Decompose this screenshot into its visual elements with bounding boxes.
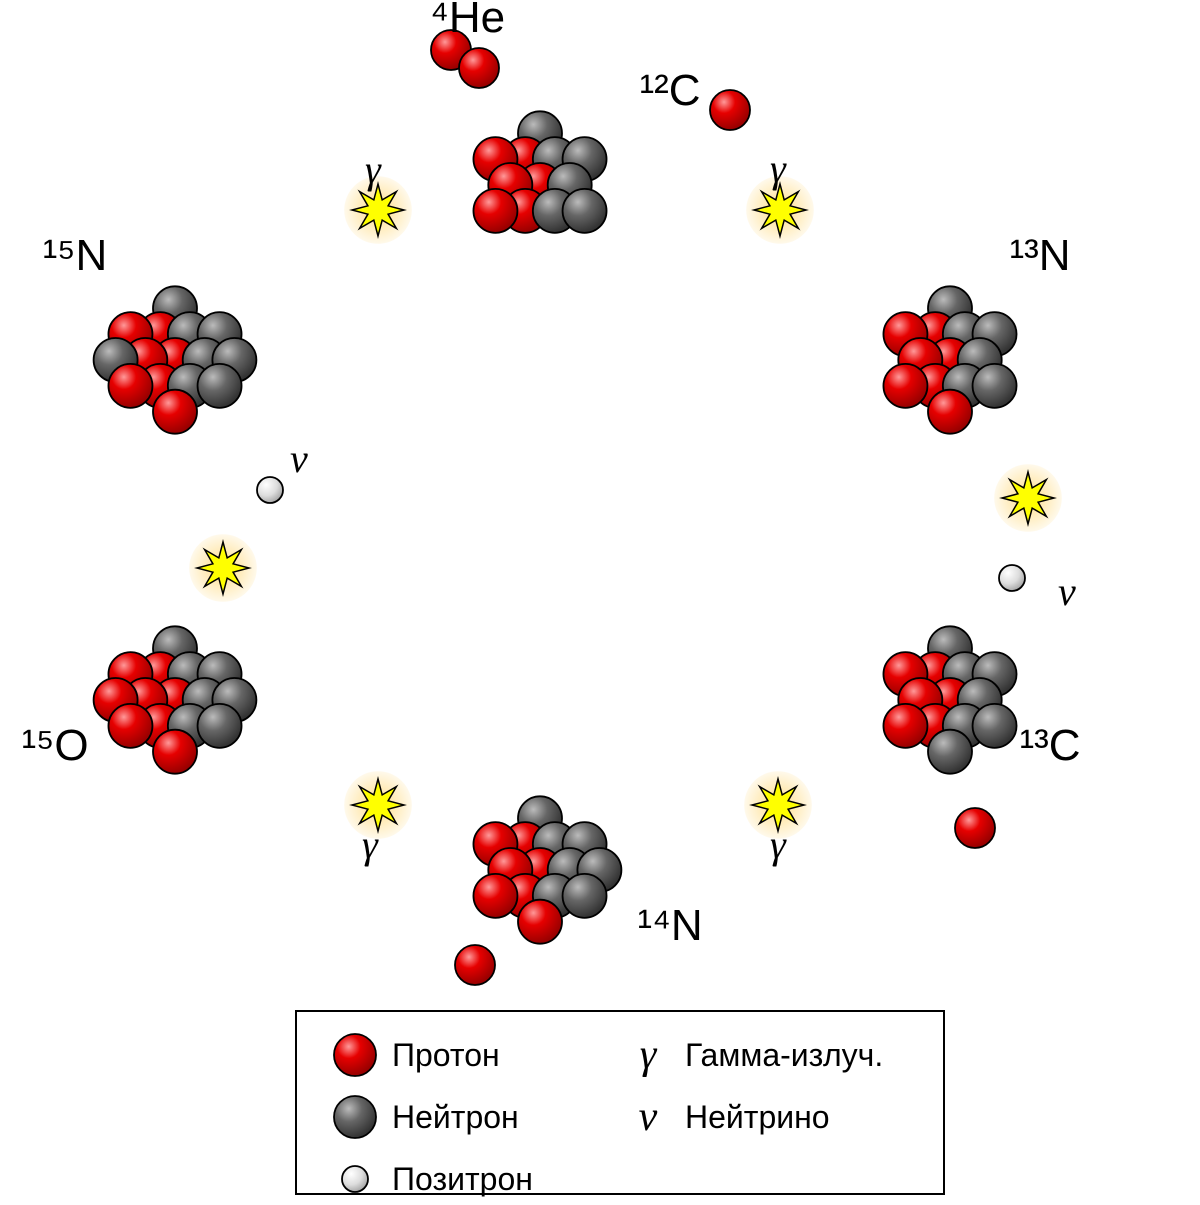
svg-text:¹³N: ¹³N [1009,231,1070,280]
svg-text:¹⁵N: ¹⁵N [43,231,108,280]
legend-label: Гамма-излуч. [685,1037,905,1074]
legend-label: Протон [392,1037,612,1074]
svg-text:¹⁵O: ¹⁵O [21,721,88,770]
legend-label: Позитрон [392,1161,612,1198]
legend-label: Нейтрон [392,1099,612,1136]
svg-text:¹⁴N: ¹⁴N [637,901,702,950]
svg-text:γ: γ [770,822,787,867]
legend-symbol-proton [327,1030,382,1080]
svg-text:¹³C: ¹³C [1019,721,1080,770]
svg-text:γ: γ [770,146,787,191]
svg-text:γ: γ [639,1032,657,1078]
legend-symbol-neutron [327,1092,382,1142]
svg-text:⁴He: ⁴He [430,0,505,42]
cno-cycle-diagram: ¹²C¹³N¹³C¹⁴N¹⁵O¹⁵Nννγγγγ⁴He ПротонγГамма… [0,0,1200,1200]
svg-text:¹²C: ¹²C [639,66,700,115]
svg-text:ν: ν [638,1094,657,1140]
legend-label: Нейтрино [685,1099,905,1136]
legend-symbol-positron [327,1154,382,1204]
legend-symbol-nu: ν [620,1092,675,1142]
svg-text:γ: γ [365,147,382,192]
svg-text:γ: γ [362,822,379,867]
svg-text:ν: ν [290,436,308,481]
svg-text:ν: ν [1058,569,1076,614]
legend-box: Протонγ Гамма-излуч. Нейтрон ν Нейтрино Позит… [295,1010,945,1195]
legend-symbol-gamma: γ [620,1030,675,1080]
